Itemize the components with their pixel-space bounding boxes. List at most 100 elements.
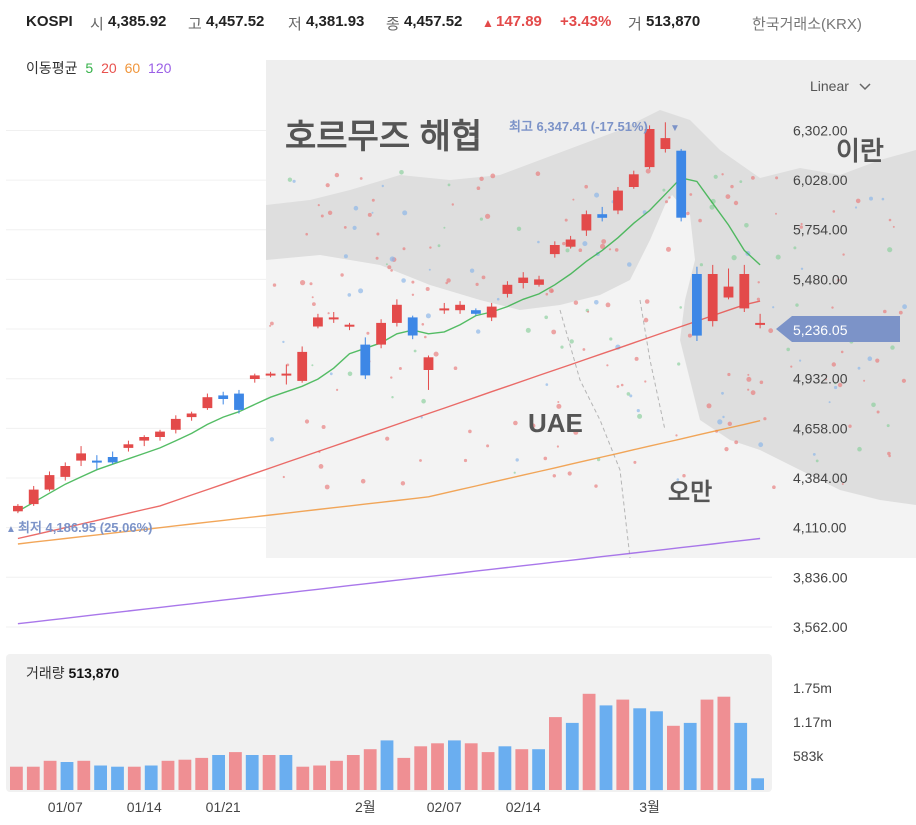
volume-label-short: 거: [628, 16, 642, 33]
close-label: 종: [386, 16, 400, 33]
map-marker: [724, 447, 729, 452]
map-marker: [746, 376, 752, 382]
map-marker: [600, 243, 606, 249]
ma-120-label[interactable]: 120: [148, 60, 172, 76]
quote-header: KOSPI 시 4,385.92 고 4,457.52 저 4,381.93 종…: [0, 0, 916, 50]
ma-20-label[interactable]: 20: [101, 60, 117, 76]
map-marker: [282, 340, 285, 344]
map-marker: [490, 173, 496, 179]
volume-bar: [565, 722, 579, 790]
ma-legend[interactable]: 이동평균 5 20 60 120: [26, 58, 175, 78]
map-marker: [587, 310, 590, 313]
candle: [628, 170, 639, 189]
map-marker: [513, 420, 518, 426]
map-marker: [428, 268, 431, 271]
map-marker: [828, 401, 831, 404]
map-marker: [594, 300, 599, 305]
candle: [76, 446, 86, 467]
price-axis: 3,562.00 3,836.00 4,110.00 4,384.00 4,658.00…: [793, 122, 848, 635]
map-marker: [637, 413, 643, 419]
map-markers: [269, 168, 907, 490]
map-marker: [644, 380, 647, 383]
price-tick-label: 6,302.00: [793, 122, 848, 138]
candle: [202, 393, 213, 410]
map-marker: [594, 484, 598, 488]
volume-tick-label: 583k: [793, 748, 824, 764]
volume-bar: [245, 755, 259, 790]
map-marker: [375, 256, 379, 260]
ma-line-60: [17, 420, 761, 545]
volume-bar: [363, 749, 377, 790]
map-marker: [569, 339, 574, 344]
map-marker: [629, 394, 633, 398]
map-marker: [557, 401, 560, 403]
map-marker: [668, 196, 671, 199]
map-marker: [371, 198, 375, 202]
map-marker: [854, 206, 858, 209]
map-marker: [756, 297, 761, 301]
map-marker: [358, 288, 364, 294]
candle-body: [597, 214, 608, 218]
volume-bar: [195, 757, 209, 790]
map-marker: [286, 363, 290, 367]
volume-bar: [296, 766, 310, 790]
ma-5-label[interactable]: 5: [85, 60, 94, 76]
map-marker: [347, 293, 352, 297]
candle: [407, 315, 418, 340]
candle: [423, 355, 434, 390]
map-marker: [751, 176, 755, 180]
candle-body: [676, 150, 687, 218]
price-tick-label: 3,562.00: [793, 619, 848, 635]
volume-bar: [178, 759, 192, 790]
volume-bar: [650, 711, 663, 791]
map-marker: [775, 254, 781, 260]
map-marker: [433, 351, 439, 357]
change-percent: +3.43%: [560, 13, 612, 30]
candle: [439, 302, 450, 314]
map-marker: [321, 425, 326, 429]
map-marker: [721, 173, 724, 176]
candle: [170, 415, 181, 434]
map-marker: [698, 218, 702, 223]
map-land-uae-oman: [266, 195, 916, 558]
map-marker: [391, 396, 394, 399]
map-marker: [848, 424, 852, 428]
ma-60-label[interactable]: 60: [124, 60, 141, 76]
candle: [28, 485, 39, 506]
price-tick-label: 6,028.00: [793, 172, 848, 188]
candle: [60, 462, 71, 481]
map-marker: [411, 293, 415, 296]
map-marker: [833, 381, 837, 385]
candle: [502, 281, 513, 298]
candle-body: [486, 306, 497, 318]
scale-selector[interactable]: Linear: [810, 78, 871, 94]
map-marker: [679, 306, 682, 309]
candle: [328, 312, 339, 323]
map-marker: [381, 184, 384, 188]
candle: [344, 322, 355, 331]
candle-body: [13, 505, 23, 512]
symbol-name[interactable]: KOSPI: [26, 13, 73, 30]
price-tick-label: 5,480.00: [793, 271, 848, 287]
current-price-value: 5,236.05: [793, 322, 848, 338]
volume-bar: [77, 760, 91, 790]
date-tick-label: 01/14: [127, 799, 162, 815]
candle: [739, 264, 750, 313]
map-marker: [537, 240, 540, 244]
max-annotation: 최고 6,347.41 (-17.51%): [509, 119, 648, 134]
map-marker: [686, 211, 690, 216]
map-marker: [871, 402, 876, 408]
volume-bar: [144, 765, 158, 790]
map-marker: [400, 481, 406, 486]
date-tick-label: 2월: [355, 799, 376, 815]
volume-bar: [279, 755, 293, 790]
map-marker: [447, 183, 451, 187]
volume-bar: [330, 760, 343, 790]
map-marker: [385, 263, 388, 266]
volume-bar: [599, 705, 613, 790]
map-marker: [857, 446, 862, 452]
map-marker: [311, 296, 314, 299]
candle-body: [407, 317, 418, 336]
map-marker: [317, 204, 320, 207]
